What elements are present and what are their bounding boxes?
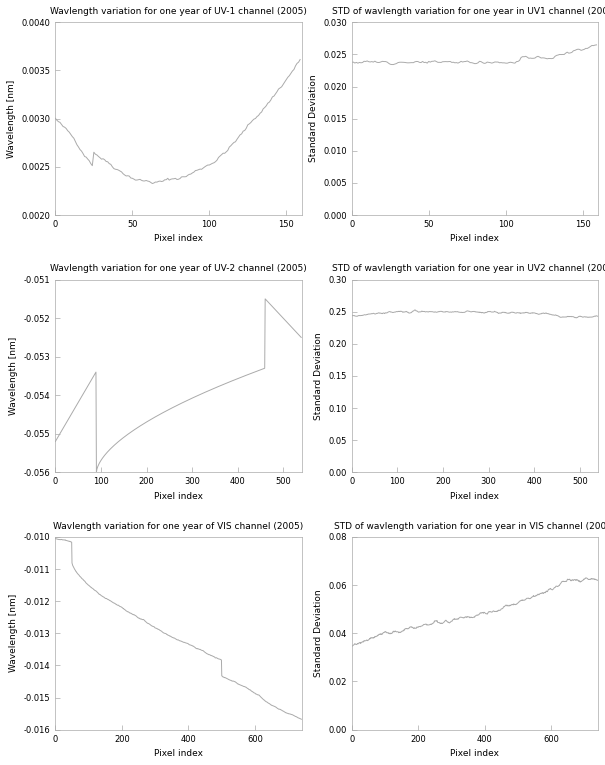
Y-axis label: Wavelength [nm]: Wavelength [nm]	[9, 594, 18, 672]
Y-axis label: Wavelength [nm]: Wavelength [nm]	[7, 80, 16, 158]
X-axis label: Pixel index: Pixel index	[450, 749, 499, 758]
Y-axis label: Standard Deviation: Standard Deviation	[314, 590, 323, 677]
X-axis label: Pixel index: Pixel index	[154, 234, 203, 243]
Y-axis label: Standard Deviation: Standard Deviation	[309, 75, 318, 162]
Y-axis label: Standard Deviation: Standard Deviation	[314, 332, 323, 420]
X-axis label: Pixel index: Pixel index	[450, 492, 499, 501]
X-axis label: Pixel index: Pixel index	[154, 749, 203, 758]
Title: Wavlength variation for one year of VIS channel (2005): Wavlength variation for one year of VIS …	[53, 522, 304, 531]
Y-axis label: Wavelength [nm]: Wavelength [nm]	[9, 337, 18, 415]
Title: STD of wavlength variation for one year in UV2 channel (2005): STD of wavlength variation for one year …	[332, 264, 605, 273]
X-axis label: Pixel index: Pixel index	[450, 234, 499, 243]
Title: STD of wavlength variation for one year in VIS channel (2005): STD of wavlength variation for one year …	[334, 522, 605, 531]
Title: STD of wavlength variation for one year in UV1 channel (2005): STD of wavlength variation for one year …	[332, 7, 605, 16]
X-axis label: Pixel index: Pixel index	[154, 492, 203, 501]
Title: Wavlength variation for one year of UV-2 channel (2005): Wavlength variation for one year of UV-2…	[50, 264, 307, 273]
Title: Wavlength variation for one year of UV-1 channel (2005): Wavlength variation for one year of UV-1…	[50, 7, 307, 16]
